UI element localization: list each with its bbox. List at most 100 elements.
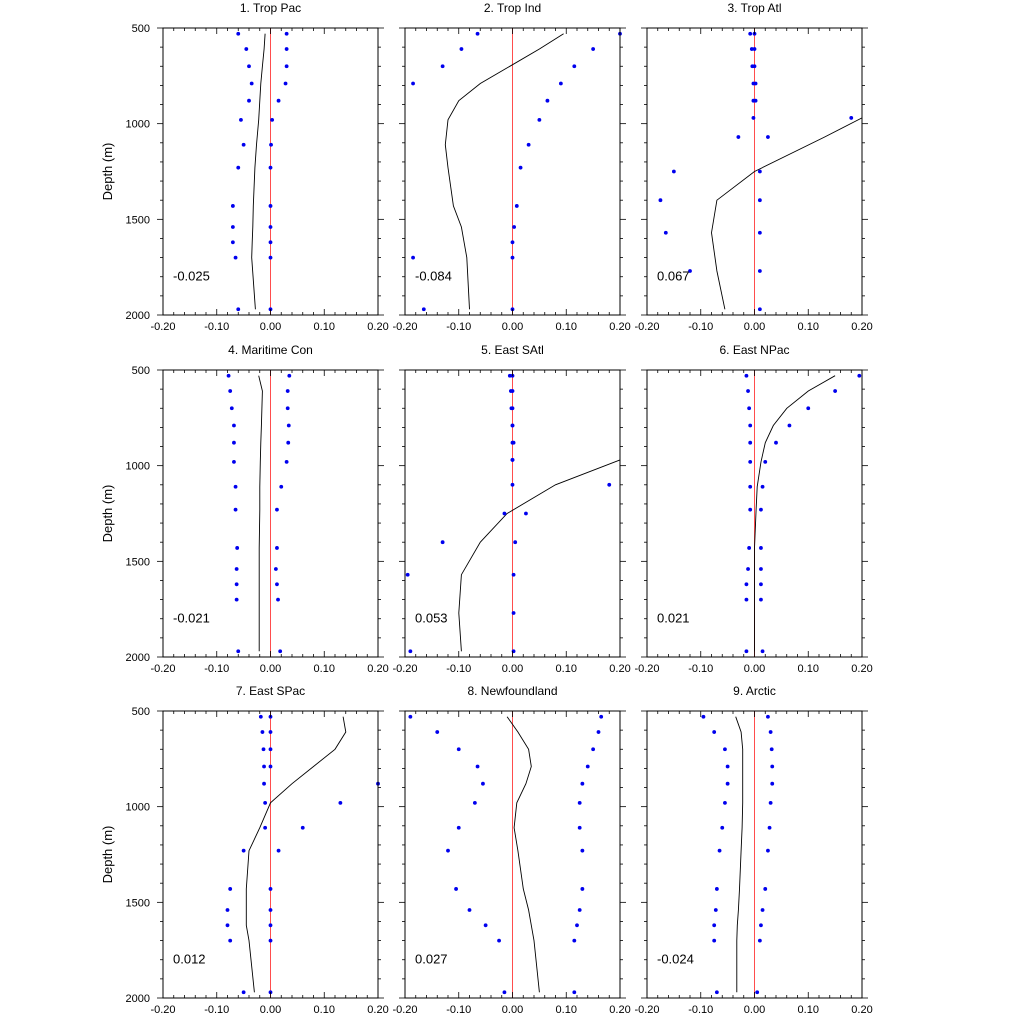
bound-point-right xyxy=(572,938,577,943)
panel-annotation-value: 0.012 xyxy=(173,952,206,967)
bound-point-left xyxy=(230,204,235,208)
bound-point-right xyxy=(518,165,523,170)
bound-point-right xyxy=(577,800,582,805)
bound-point-left xyxy=(714,887,719,891)
bound-point-left xyxy=(262,764,266,769)
bound-point-right xyxy=(510,406,515,411)
x-tick-label: -0.20 xyxy=(634,321,659,333)
bound-point-left xyxy=(244,47,249,51)
bound-point-left xyxy=(502,990,507,995)
bound-point-left xyxy=(232,440,236,445)
y-tick-label: 2000 xyxy=(126,993,150,1005)
bound-point-left xyxy=(234,567,239,571)
x-tick-label: -0.10 xyxy=(446,663,471,675)
bound-point-left xyxy=(249,81,254,86)
x-tick-label: 0.20 xyxy=(851,1004,872,1016)
bound-point-right xyxy=(757,938,762,943)
bound-point-right xyxy=(268,747,273,752)
bound-point-left xyxy=(236,649,241,654)
bound-point-left xyxy=(241,848,246,853)
bound-point-left xyxy=(746,567,750,571)
bound-point-left xyxy=(688,269,692,273)
panel-annotation-value: 0.027 xyxy=(415,952,448,967)
bound-point-right xyxy=(575,923,579,928)
bound-point-left xyxy=(405,572,410,577)
bound-point-left xyxy=(456,747,461,752)
panel-annotation-value: 0.053 xyxy=(415,611,448,626)
bound-point-right xyxy=(268,204,273,208)
bound-point-right xyxy=(286,440,291,445)
x-tick-label: 0.20 xyxy=(609,1004,630,1016)
bound-point-right xyxy=(273,567,278,571)
bound-point-right xyxy=(276,597,280,602)
bound-point-right xyxy=(787,423,792,428)
x-tick-label: -0.20 xyxy=(150,321,175,333)
bound-point-left xyxy=(228,389,233,393)
bound-point-right xyxy=(511,611,516,615)
panel-4: 4. Maritime Con -0.20 -0.10 0.00 0.10 0.20 500… xyxy=(100,343,389,675)
panel-9: 9. Arctic -0.20 -0.10 0.00 0.10 0.20 -0.024 xyxy=(634,684,872,1016)
bound-point-right xyxy=(769,747,774,752)
bound-point-left xyxy=(671,169,676,174)
bound-point-left xyxy=(744,582,749,587)
y-axis-label: Depth (m) xyxy=(100,826,115,884)
bound-point-right xyxy=(268,165,273,170)
bound-point-right xyxy=(558,81,563,86)
y-tick-label: 1500 xyxy=(126,214,150,226)
y-tick-label: 2000 xyxy=(126,652,150,664)
bound-point-right xyxy=(596,730,601,734)
bound-point-left xyxy=(663,230,668,235)
bound-point-left xyxy=(247,98,251,103)
bound-point-right xyxy=(580,848,585,853)
x-tick-label: -0.20 xyxy=(634,1004,659,1016)
x-tick-label: 0.20 xyxy=(367,663,388,675)
bound-point-right xyxy=(268,730,273,734)
bound-point-right xyxy=(269,142,273,147)
bound-point-right xyxy=(806,406,811,411)
panel-title: 6. East NPac xyxy=(719,343,789,357)
bound-point-left xyxy=(510,482,515,487)
bound-point-right xyxy=(753,98,758,103)
bound-point-right xyxy=(580,887,585,891)
x-tick-label: 0.10 xyxy=(798,321,819,333)
bound-point-left xyxy=(232,423,236,428)
x-tick-label: -0.20 xyxy=(392,321,417,333)
bound-point-left xyxy=(481,781,485,786)
bound-point-right xyxy=(287,373,292,378)
bound-point-right xyxy=(511,572,516,577)
x-tick-label: -0.20 xyxy=(392,1004,417,1016)
bound-point-right xyxy=(510,458,515,462)
bound-point-left xyxy=(230,240,235,245)
y-tick-label: 1000 xyxy=(126,119,150,131)
bound-point-right xyxy=(757,198,762,203)
panel-title: 7. East SPac xyxy=(236,684,305,698)
bound-point-left xyxy=(241,990,246,995)
bound-point-right xyxy=(755,990,760,995)
bound-point-left xyxy=(712,923,717,928)
bound-point-left xyxy=(226,373,231,378)
y-tick-label: 500 xyxy=(132,365,150,377)
x-tick-label: 0.10 xyxy=(314,663,335,675)
x-tick-label: 0.00 xyxy=(260,1004,281,1016)
bound-point-right xyxy=(763,887,768,891)
bound-point-left xyxy=(233,507,238,512)
bound-point-left xyxy=(475,31,480,36)
panel-annotation-value: 0.067 xyxy=(657,269,690,284)
bound-point-right xyxy=(759,546,763,550)
bound-point-right xyxy=(770,764,775,769)
bound-point-left xyxy=(228,887,233,891)
x-tick-label: 0.20 xyxy=(609,321,630,333)
panel-7: 7. East SPac -0.20 -0.10 0.00 0.10 0.20 500 100… xyxy=(100,684,389,1016)
y-axis-label: Depth (m) xyxy=(100,143,115,201)
bound-point-left xyxy=(723,800,727,805)
bound-point-left xyxy=(714,990,719,995)
panel-title: 4. Maritime Con xyxy=(228,343,313,357)
bound-point-left xyxy=(748,484,753,489)
bound-point-right xyxy=(857,373,862,378)
bound-point-left xyxy=(483,923,488,928)
bound-point-left xyxy=(720,825,725,830)
bound-point-right xyxy=(285,389,290,393)
bound-point-left xyxy=(258,714,263,719)
bound-point-left xyxy=(751,116,756,120)
panel-6: 6. East NPac -0.20 -0.10 0.00 0.10 0.20 0.021 xyxy=(634,343,872,675)
